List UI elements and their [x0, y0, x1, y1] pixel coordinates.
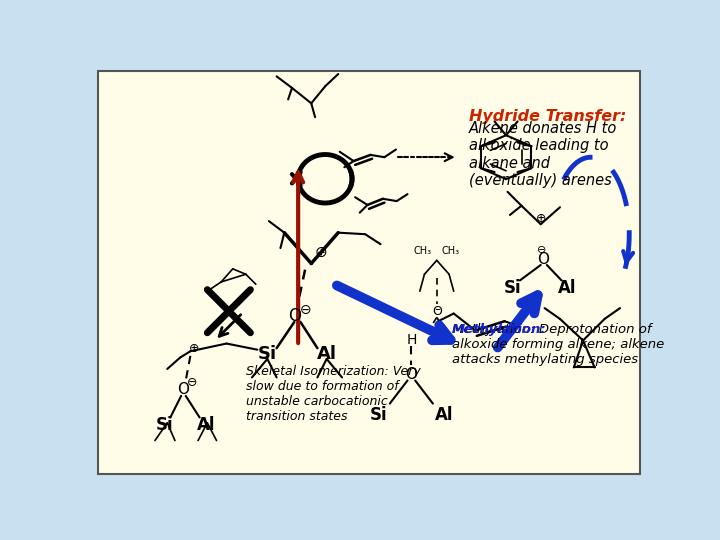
Text: Methylation:: Methylation:: [452, 323, 546, 336]
Text: Alkene donates H to
alkoxide leading to
alkane and
(eventually) arenes: Alkene donates H to alkoxide leading to …: [469, 121, 618, 188]
Text: Si: Si: [503, 279, 521, 297]
Text: Si: Si: [370, 406, 388, 424]
Text: O: O: [405, 367, 418, 382]
Text: $\oplus$: $\oplus$: [314, 245, 327, 259]
Text: Hydride Transfer:: Hydride Transfer:: [469, 110, 626, 124]
Text: Θ: Θ: [432, 305, 441, 318]
Text: H: H: [406, 334, 417, 347]
Text: Si: Si: [258, 345, 277, 363]
Text: O: O: [176, 382, 189, 397]
Text: O: O: [537, 252, 549, 267]
Text: O: O: [288, 307, 301, 325]
Text: Si: Si: [156, 416, 174, 434]
Text: CH₃: CH₃: [441, 246, 459, 256]
Text: Al: Al: [559, 279, 577, 297]
Text: Al: Al: [434, 406, 453, 424]
Text: Al: Al: [317, 345, 337, 363]
Text: $\oplus$: $\oplus$: [535, 212, 546, 225]
Text: Skeletal Isomerization: Very
slow due to formation of
unstable carbocationic
tra: Skeletal Isomerization: Very slow due to…: [246, 365, 420, 423]
Text: $\ominus$: $\ominus$: [536, 244, 546, 255]
Text: Methylation: Deprotonation of
alkoxide forming alkene; alkene
attacks methylatin: Methylation: Deprotonation of alkoxide f…: [452, 323, 665, 366]
Text: $\oplus$: $\oplus$: [188, 342, 199, 355]
Text: Al: Al: [197, 416, 215, 434]
Text: $\ominus$: $\ominus$: [299, 302, 311, 316]
Text: $\ominus$: $\ominus$: [186, 375, 197, 389]
Text: CH₃: CH₃: [414, 246, 432, 256]
